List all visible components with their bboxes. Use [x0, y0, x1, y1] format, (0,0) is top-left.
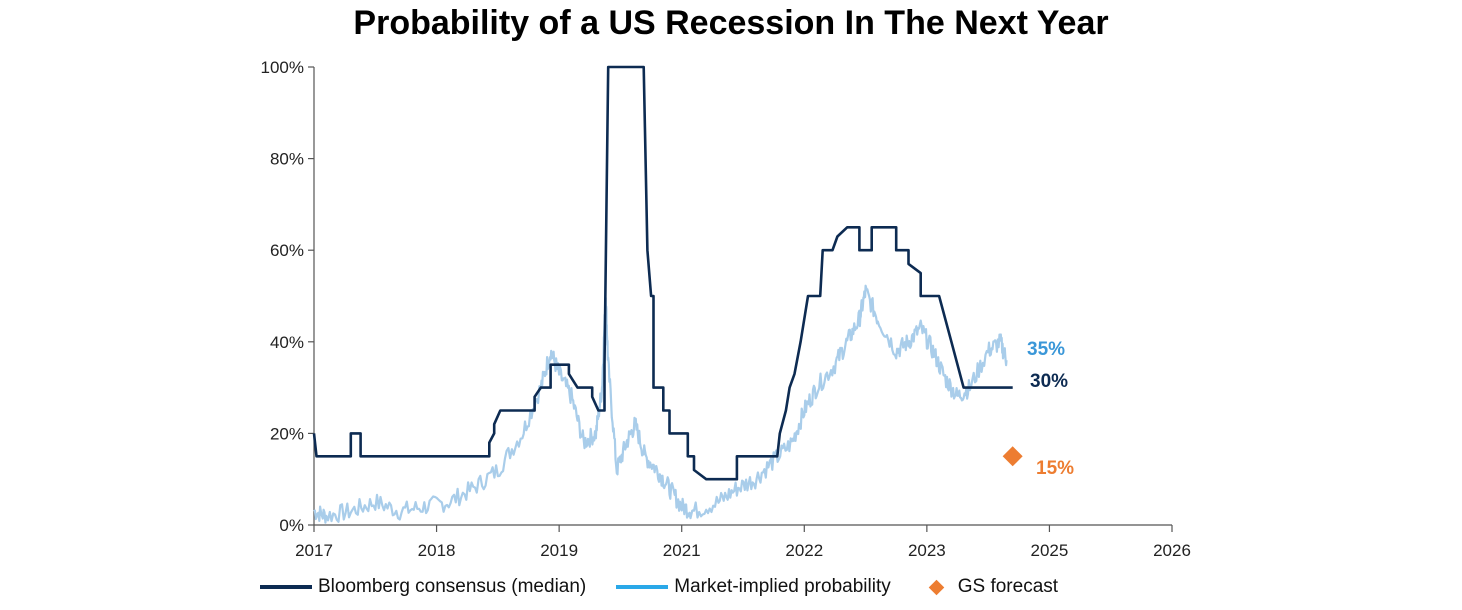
- legend-label-market: Market-implied probability: [674, 576, 891, 597]
- chart-axes: 0% 20% 40% 60% 80% 100% 2017 2018 2019 2021 2022 20…: [261, 58, 1191, 560]
- legend-swatch-market: [616, 585, 669, 589]
- gs-forecast-marker: [1002, 446, 1023, 467]
- chart-end-labels: 30% 35% 15%: [1027, 339, 1074, 479]
- y-tick-label: 40%: [270, 333, 304, 352]
- x-tick-label: 2023: [908, 541, 946, 560]
- chart-title: Probability of a US Recession In The Nex…: [353, 4, 1109, 42]
- x-tick-label: 2017: [295, 541, 333, 560]
- legend-label-bloomberg: Bloomberg consensus (median): [318, 576, 587, 597]
- legend-item-market: Market-implied probability: [616, 576, 891, 598]
- end-label-2: 15%: [1036, 458, 1074, 479]
- legend-label-gs: GS forecast: [957, 576, 1059, 597]
- x-tick-label: 2021: [663, 541, 701, 560]
- x-tick-label: 2018: [418, 541, 456, 560]
- legend-item-bloomberg: Bloomberg consensus (median): [260, 576, 586, 598]
- market-implied-line: [313, 284, 1008, 524]
- legend-swatch-gs: [928, 579, 944, 595]
- y-tick-label: 0%: [279, 516, 304, 535]
- chart-legend: Bloomberg consensus (median) Market-impl…: [260, 576, 1088, 598]
- y-tick-label: 80%: [270, 150, 304, 169]
- legend-swatch-bloomberg: [260, 585, 312, 589]
- x-tick-label: 2026: [1153, 541, 1191, 560]
- legend-item-gs: GS forecast: [921, 576, 1058, 598]
- y-tick-label: 100%: [261, 58, 304, 77]
- y-tick-label: 20%: [270, 424, 304, 443]
- x-tick-label: 2022: [785, 541, 823, 560]
- x-tick-label: 2019: [540, 541, 578, 560]
- x-tick-label: 2025: [1031, 541, 1069, 560]
- end-label-0: 30%: [1030, 371, 1068, 392]
- bloomberg-consensus-line: [312, 65, 1013, 481]
- chart-series: [312, 65, 1023, 524]
- end-label-1: 35%: [1027, 339, 1065, 360]
- y-tick-label: 60%: [270, 241, 304, 260]
